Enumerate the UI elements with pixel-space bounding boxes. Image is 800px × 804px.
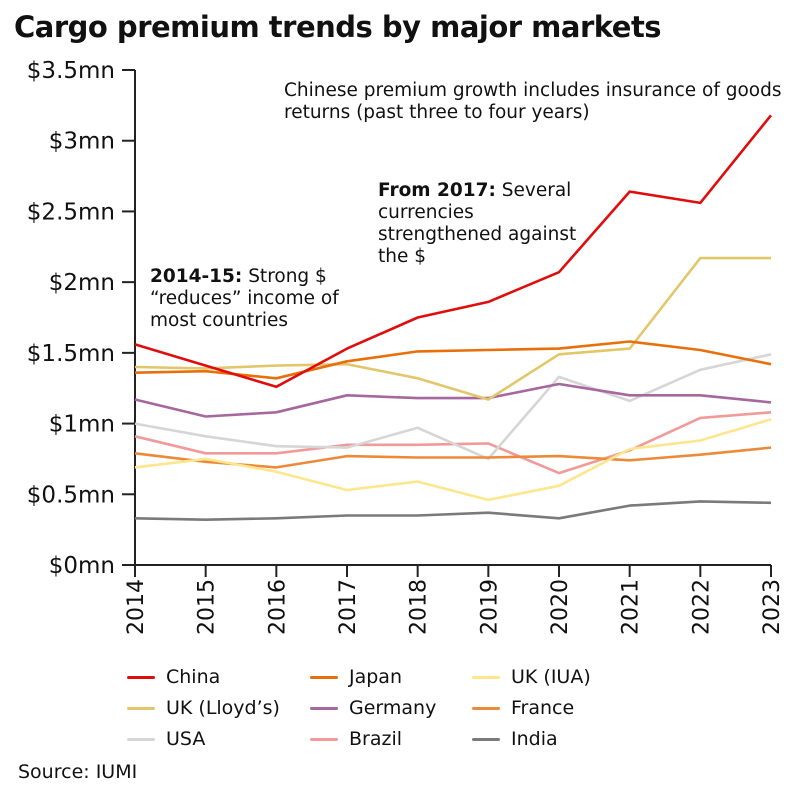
source-note: Source: IUMI xyxy=(18,761,138,783)
legend-label: India xyxy=(511,728,558,750)
legend-label: UK (IUA) xyxy=(511,666,591,688)
legend-swatch xyxy=(310,706,338,710)
legend-item: Japan xyxy=(310,666,402,688)
x-tick-label: 2023 xyxy=(760,579,785,635)
legend-swatch xyxy=(127,706,155,710)
series-line-uk-iua xyxy=(134,418,772,502)
y-tick-label: $1.5mn xyxy=(27,341,115,367)
annotation-2014-15-strong-dollar: 2014-15: Strong $ “reduces” income of mo… xyxy=(150,266,339,331)
y-tick-label: $2mn xyxy=(49,270,115,296)
legend-label: USA xyxy=(166,728,206,750)
legend-swatch xyxy=(472,706,500,710)
x-tick-label: 2019 xyxy=(477,579,502,635)
legend-swatch xyxy=(310,737,338,741)
series-line-india xyxy=(134,500,772,522)
legend-swatch xyxy=(472,737,500,741)
x-tick-label: 2021 xyxy=(619,579,644,635)
legend-swatch xyxy=(310,675,338,679)
legend-item: China xyxy=(127,666,220,688)
y-tick-label: $3.5mn xyxy=(27,58,115,84)
legend-swatch xyxy=(127,675,155,679)
legend-swatch xyxy=(472,675,500,679)
chart-title: Cargo premium trends by major markets xyxy=(14,10,662,44)
series-line-uk-lloyd-s xyxy=(134,256,771,401)
annotation-2017-currencies: From 2017: Several currencies strengthen… xyxy=(378,180,577,267)
x-tick-label: 2015 xyxy=(195,579,220,635)
legend-item: USA xyxy=(127,728,205,750)
y-tick-label: $2.5mn xyxy=(27,199,115,225)
y-tick-label: $0mn xyxy=(49,553,115,579)
legend-label: Brazil xyxy=(349,728,403,750)
annotation-china-returns: Chinese premium growth includes insuranc… xyxy=(284,80,782,123)
series-line-japan xyxy=(134,340,772,380)
legend-swatch xyxy=(127,737,155,741)
legend-item: UK (Lloyd’s) xyxy=(127,697,280,719)
legend-item: Germany xyxy=(310,697,436,719)
x-tick-label: 2022 xyxy=(689,579,714,635)
x-tick-label: 2017 xyxy=(336,579,361,635)
legend-item: India xyxy=(472,728,558,750)
x-tick-label: 2016 xyxy=(265,579,290,635)
y-tick-label: $0.5mn xyxy=(27,482,115,508)
legend-label: China xyxy=(166,666,221,688)
legend-item: Brazil xyxy=(310,728,402,750)
y-tick-label: $1mn xyxy=(49,412,115,438)
series-line-germany xyxy=(134,382,772,418)
series-line-china xyxy=(134,114,773,389)
legend-item: UK (IUA) xyxy=(472,666,591,688)
x-tick-label: 2018 xyxy=(407,579,432,635)
y-tick-label: $3mn xyxy=(49,129,115,155)
legend-label: Germany xyxy=(349,697,437,719)
series-line-usa xyxy=(134,353,772,461)
legend-label: UK (Lloyd’s) xyxy=(166,697,280,719)
legend-label: Japan xyxy=(349,666,402,688)
legend-item: France xyxy=(472,697,574,719)
x-tick-label: 2020 xyxy=(548,579,573,635)
legend-label: France xyxy=(511,697,575,719)
x-tick-label: 2014 xyxy=(124,579,149,635)
